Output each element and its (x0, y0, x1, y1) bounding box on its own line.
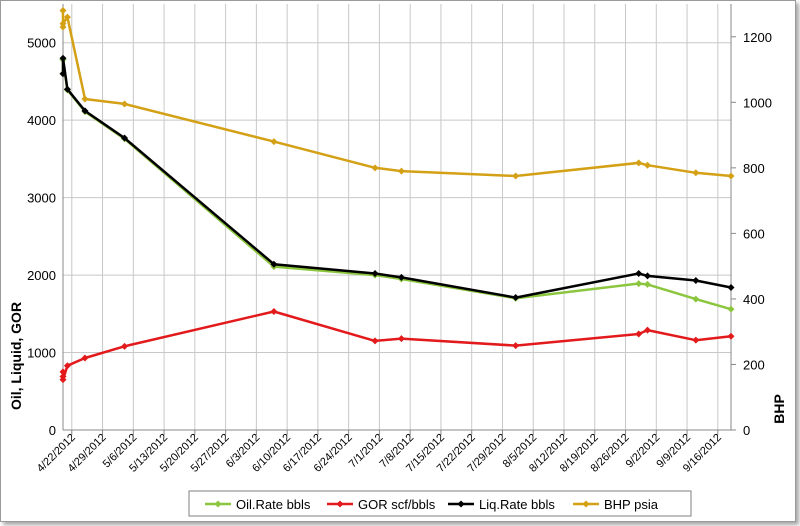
legend-label: GOR scf/bbls (358, 497, 436, 512)
series-point-1 (512, 342, 520, 350)
y-right-tick-label: 400 (743, 292, 765, 307)
series-point-2 (63, 85, 71, 93)
series-point-3 (59, 20, 67, 28)
series-point-3 (512, 172, 520, 180)
legend-swatch-marker (582, 500, 590, 508)
series-point-3 (371, 164, 379, 172)
series-point-2 (635, 270, 643, 278)
legend-swatch-marker (214, 500, 222, 508)
legend-label: Oil.Rate bbls (236, 497, 311, 512)
y-right-tick-label: 800 (743, 161, 765, 176)
series-point-3 (59, 7, 67, 15)
y-left-tick-label: 0 (49, 423, 56, 438)
series-point-3 (644, 161, 651, 169)
series-point-3 (692, 169, 700, 177)
legend-swatch-marker (336, 500, 344, 508)
series-point-3 (81, 95, 89, 103)
series-point-1 (692, 336, 700, 344)
series-point-1 (270, 307, 278, 315)
series-point-1 (59, 376, 67, 384)
series-point-1 (635, 330, 643, 338)
series-point-2 (371, 270, 379, 278)
series-point-1 (397, 335, 405, 343)
series-point-2 (59, 70, 67, 78)
series-point-2 (81, 107, 89, 115)
series-point-3 (727, 172, 735, 180)
series-point-1 (81, 354, 89, 362)
y-left-tick-label: 4000 (27, 113, 56, 128)
series-point-2 (692, 277, 700, 285)
series-point-3 (635, 159, 643, 167)
series-point-2 (270, 260, 278, 268)
series-point-1 (63, 362, 71, 370)
legend-label: BHP psia (604, 497, 659, 512)
series-point-1 (121, 342, 129, 350)
series-point-2 (644, 272, 651, 280)
y-right-tick-label: 1200 (743, 30, 772, 45)
series-point-0 (727, 305, 735, 313)
series-point-3 (63, 13, 71, 21)
grid (63, 4, 731, 431)
series-point-1 (59, 368, 67, 376)
series-point-0 (644, 280, 651, 288)
axes: 0100020003000400050004/22/20124/29/20125… (27, 4, 772, 475)
series-point-3 (270, 138, 278, 146)
series-line-0 (61, 58, 732, 311)
y-left-tick-label: 5000 (27, 36, 56, 51)
series-layer (59, 7, 735, 384)
series-point-1 (727, 332, 735, 340)
series-point-3 (397, 167, 405, 175)
series-line-1 (61, 310, 732, 381)
series-line-3 (61, 9, 732, 178)
y-right-tick-label: 0 (743, 423, 750, 438)
y-right-tick-label: 200 (743, 357, 765, 372)
y-right-tick-label: 600 (743, 226, 765, 241)
legend: Oil.Rate bbls GOR scf/bbls Liq.Rate bbls BH… (188, 490, 692, 517)
legend-box (188, 490, 692, 517)
y-left-tick-label: 2000 (27, 268, 56, 283)
y-right-tick-label: 1000 (743, 95, 772, 110)
series-point-2 (727, 283, 735, 291)
y-left-tick-label: 3000 (27, 191, 56, 206)
series-point-1 (644, 326, 651, 334)
series-point-1 (371, 337, 379, 345)
y-axis-left-label: Oil, Liquid, GOR (8, 302, 24, 410)
legend-swatch-marker (457, 500, 465, 508)
series-point-2 (397, 273, 405, 281)
series-point-0 (692, 295, 700, 303)
series-point-2 (121, 134, 129, 142)
y-left-tick-label: 1000 (27, 346, 56, 361)
series-point-2 (512, 294, 520, 302)
series-line-2 (61, 56, 732, 299)
series-point-0 (635, 280, 643, 288)
series-point-2 (59, 54, 67, 62)
y-axis-right-label: BHP (771, 394, 787, 424)
legend-label: Liq.Rate bbls (479, 497, 555, 512)
series-point-3 (121, 100, 129, 108)
